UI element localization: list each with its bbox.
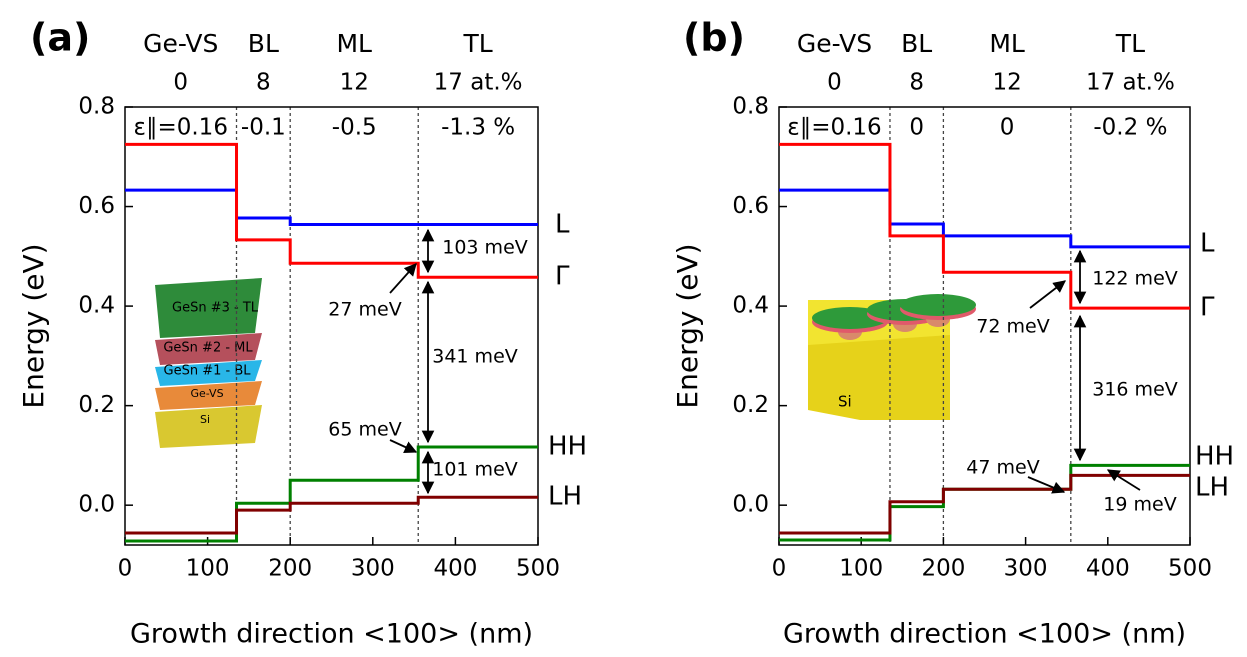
- x-tick-label: 300: [351, 556, 395, 582]
- y-tick-label: 0.6: [732, 193, 769, 219]
- band-label: L: [555, 210, 570, 240]
- annotation: 47 meV: [966, 457, 1039, 479]
- layer-composition: 0: [173, 70, 188, 96]
- band-line: [779, 473, 1190, 535]
- layer-composition: 17 at.%: [434, 70, 523, 96]
- band-label: Γ: [555, 262, 570, 292]
- annotation: 103 meV: [442, 237, 528, 259]
- x-tick-label: 500: [1168, 556, 1212, 582]
- band-line: [779, 142, 1190, 310]
- layer-strain: 0: [909, 115, 924, 141]
- inset-layer: [155, 405, 262, 448]
- band-label: LH: [548, 482, 582, 512]
- y-tick-label: 0.2: [732, 392, 769, 418]
- inset-label: GeSn #3 - TL: [172, 301, 259, 316]
- y-tick-label: 0.6: [78, 193, 115, 219]
- layer-composition: 12: [340, 70, 369, 96]
- layer-name: TL: [463, 29, 493, 58]
- plot-frame: [124, 106, 539, 546]
- layer-strain: -0.5: [332, 115, 377, 141]
- x-tick-label: 400: [433, 556, 477, 582]
- annotation: 65 meV: [328, 419, 401, 441]
- annotation: 316 meV: [1092, 379, 1178, 401]
- layer-name: Ge-VS: [143, 29, 218, 58]
- y-tick-label: 0.2: [78, 392, 115, 418]
- inset-label: GeSn #2 - ML: [163, 341, 253, 356]
- band-label: LH: [1195, 473, 1229, 503]
- y-tick-label: 0.0: [78, 492, 115, 518]
- arrow: [1027, 476, 1066, 494]
- x-tick-label: 0: [772, 556, 787, 582]
- y-tick-label: 0.8: [732, 94, 769, 120]
- layer-name: ML: [336, 29, 372, 58]
- layer-composition: 0: [827, 70, 842, 96]
- band-line: [125, 188, 538, 226]
- layer-strain: -0.1: [241, 115, 286, 141]
- inset-layer: [155, 360, 262, 386]
- y-axis-label: Energy (eV): [671, 243, 704, 408]
- inset-layer: [155, 333, 262, 365]
- inset-layer: [155, 381, 262, 410]
- x-axis-label: Growth direction <100> (nm): [130, 619, 533, 650]
- annotation: 27 meV: [328, 299, 401, 321]
- layer-strain: ε∥=0.16: [134, 115, 228, 141]
- x-tick-label: 0: [118, 556, 133, 582]
- inset-label: Si: [200, 413, 210, 426]
- x-tick-label: 100: [186, 556, 230, 582]
- annotation: 72 meV: [976, 316, 1049, 338]
- annotation: 341 meV: [432, 346, 518, 368]
- arrow: [1029, 280, 1066, 309]
- band-label: Γ: [1200, 293, 1215, 323]
- band-line: [125, 495, 538, 535]
- y-tick-label: 0.4: [78, 293, 115, 319]
- x-axis-label: Growth direction <100> (nm): [783, 619, 1186, 650]
- layer-name: BL: [248, 29, 279, 58]
- annotation: 122 meV: [1092, 268, 1178, 290]
- layer-composition: 12: [992, 70, 1021, 96]
- y-tick-label: 0.8: [78, 94, 115, 120]
- layer-name: TL: [1115, 29, 1145, 58]
- panel-label: (b): [683, 16, 745, 60]
- band-line: [125, 445, 538, 543]
- y-tick-label: 0.4: [732, 293, 769, 319]
- x-tick-label: 200: [921, 556, 965, 582]
- layer-composition: 8: [256, 70, 271, 96]
- panel-label: (a): [30, 16, 90, 60]
- layer-strain: -0.2 %: [1093, 115, 1167, 141]
- x-tick-label: 100: [839, 556, 883, 582]
- annotation: 101 meV: [432, 459, 518, 481]
- y-axis-label: Energy (eV): [17, 243, 50, 408]
- layer-composition: 17 at.%: [1086, 70, 1175, 96]
- layer-name: ML: [989, 29, 1025, 58]
- inset-layer: [155, 278, 262, 338]
- inset-disc: [900, 294, 976, 316]
- inset-label: Si: [838, 393, 852, 411]
- band-label: HH: [1195, 442, 1234, 472]
- band-line: [125, 142, 538, 279]
- x-tick-label: 500: [516, 556, 560, 582]
- band-label: HH: [548, 432, 587, 462]
- layer-strain: ε∥=0.16: [787, 115, 881, 141]
- arrow: [1106, 469, 1141, 491]
- x-tick-label: 300: [1004, 556, 1048, 582]
- layer-composition: 8: [909, 70, 924, 96]
- x-tick-label: 200: [268, 556, 312, 582]
- arrow: [389, 439, 418, 453]
- band-line: [779, 188, 1190, 249]
- annotation: 19 meV: [1103, 494, 1176, 516]
- x-tick-label: 400: [1086, 556, 1130, 582]
- arrow: [389, 263, 417, 294]
- inset-label: GeSn #1 - BL: [164, 364, 252, 379]
- layer-strain: -1.3 %: [441, 115, 515, 141]
- layer-name: BL: [901, 29, 932, 58]
- layer-name: Ge-VS: [797, 29, 872, 58]
- inset-label: Ge-VS: [190, 387, 223, 400]
- band-label: L: [1200, 229, 1215, 259]
- plot-frame: [778, 106, 1191, 546]
- layer-strain: 0: [1000, 115, 1015, 141]
- y-tick-label: 0.0: [732, 492, 769, 518]
